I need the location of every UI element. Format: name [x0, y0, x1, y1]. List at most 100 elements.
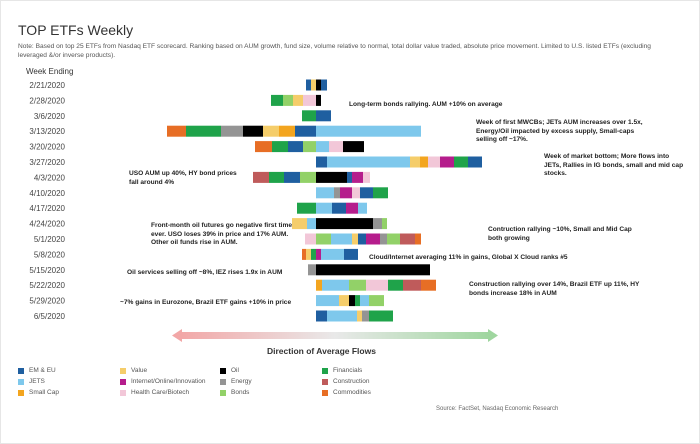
bar-segment-bonds: [283, 94, 293, 106]
legend-item-emeu: EM & EU: [18, 367, 56, 374]
bar-segment-jets: [321, 248, 344, 260]
legend-item-construction: Construction: [322, 378, 370, 385]
legend-item-internet: Internet/Online/Innovation: [120, 378, 205, 385]
legend-label: Oil: [231, 367, 239, 374]
legend-swatch: [18, 367, 24, 374]
bar-segment-financials: [271, 94, 283, 106]
flow-arrow-bar: [180, 332, 490, 339]
bar-segment-jets: [331, 233, 352, 245]
bar-segment-emeu: [316, 156, 327, 168]
bar-segment-jets: [322, 279, 349, 291]
legend-label: Internet/Online/Innovation: [131, 378, 206, 385]
bar-segment-oil: [316, 171, 347, 183]
bar-segment-internet: [316, 248, 321, 260]
bar-segment-internet: [340, 187, 352, 199]
legend-item-health: Health Care/Biotech: [120, 389, 189, 396]
legend-swatch: [120, 378, 126, 385]
legend-swatch: [220, 367, 226, 374]
bar-segment-jets: [316, 202, 332, 214]
bar-segment-oil: [316, 264, 430, 276]
legend-item-smallcap: Small Cap: [18, 389, 59, 396]
legend-item-jets: JETS: [18, 378, 45, 385]
bar-segment-construction: [400, 233, 415, 245]
bar-segment-bonds: [303, 141, 316, 153]
bar-segment-energy: [308, 264, 316, 276]
bar-segment-energy: [334, 187, 340, 199]
bar-segment-bonds: [387, 233, 400, 245]
chart-note: Note: Based on top 25 ETFs from Nasdaq E…: [18, 43, 651, 59]
bar-segment-emeu: [295, 125, 316, 137]
legend-swatch: [18, 378, 24, 385]
bar-segment-health: [329, 141, 343, 153]
bar-segment-value: [306, 248, 311, 260]
bar-segment-construction: [253, 171, 269, 183]
bar-segment-bonds: [316, 233, 331, 245]
bar-segment-financials: [272, 141, 288, 153]
week-tick-label: 5/1/2020: [34, 235, 66, 244]
legend-swatch: [120, 367, 126, 374]
annotation-oil-futures: Front-month oil futures go negative firs…: [151, 222, 293, 247]
bar-segment-value: [263, 125, 279, 137]
bar-segment-financials: [388, 279, 403, 291]
legend-item-financials: Financials: [322, 367, 362, 374]
bar-segment-financials: [454, 156, 468, 168]
bar-segment-oil: [349, 295, 355, 307]
week-tick-label: 2/21/2020: [29, 81, 65, 90]
bar-segment-value: [410, 156, 420, 168]
week-tick-label: 3/13/2020: [29, 127, 65, 136]
bar-segment-jets: [316, 141, 329, 153]
week-tick-label: 5/29/2020: [29, 297, 65, 306]
legend-item-energy: Energy: [220, 378, 252, 385]
bar-segment-emeu: [358, 233, 366, 245]
bar-segment-emeu: [347, 171, 352, 183]
legend-label: Bonds: [231, 389, 250, 396]
bar-segment-value: [339, 295, 349, 307]
annotation-eurozone-brazil: ~7% gains in Eurozone, Brazil ETF gains …: [120, 299, 292, 306]
legend-label: Financials: [333, 367, 363, 374]
bar-segment-smallcap: [420, 156, 428, 168]
bar-segment-health: [366, 279, 388, 291]
bar-segment-emeu: [284, 171, 300, 183]
bar-segment-internet: [352, 171, 363, 183]
legend-swatch: [120, 389, 126, 396]
legend-item-commodities: Commodities: [322, 389, 371, 396]
bar-segment-health: [305, 233, 316, 245]
bar-segment-health: [303, 94, 316, 106]
bar-segment-smallcap: [279, 125, 295, 137]
bar-segment-internet: [346, 202, 358, 214]
bar-segment-commodities: [255, 141, 272, 153]
legend-label: EM & EU: [29, 367, 56, 374]
bar-segment-emeu: [288, 141, 303, 153]
legend-label: Commodities: [333, 389, 371, 396]
bar-segment-bonds: [349, 279, 366, 291]
bar-segment-financials: [302, 110, 316, 122]
bar-segment-energy: [380, 233, 387, 245]
bar-segment-health: [428, 156, 440, 168]
bar-segment-emeu: [316, 310, 327, 322]
annotation-long-term-bonds: Long-term bonds rallying. AUM +10% on av…: [349, 101, 503, 108]
legend-item-oil: Oil: [220, 367, 239, 374]
bar-segment-construction: [403, 279, 421, 291]
legend-label: Value: [131, 367, 148, 374]
bar-segment-emeu: [332, 202, 346, 214]
bar-segment-jets: [316, 125, 421, 137]
bar-segment-bonds: [300, 171, 316, 183]
bar-segment-bonds: [369, 295, 384, 307]
bar-segment-financials: [355, 295, 360, 307]
week-tick-label: 2/28/2020: [29, 96, 65, 105]
bar-segment-oil: [316, 94, 321, 106]
bar-segment-financials: [369, 310, 393, 322]
week-tick-label: 3/27/2020: [29, 158, 65, 167]
legend-swatch: [220, 378, 226, 385]
bar-segment-energy: [221, 125, 243, 137]
bar-segment-oil: [243, 125, 263, 137]
legend-swatch: [220, 389, 226, 396]
legend-label: Construction: [333, 378, 370, 385]
week-tick-label: 4/10/2020: [29, 189, 65, 198]
bar-segment-emeu: [316, 110, 331, 122]
bar-segment-commodities: [167, 125, 186, 137]
annotation-oil-services: Oil services selling off ~8%, IEZ rises …: [127, 269, 283, 276]
legend-swatch: [322, 367, 328, 374]
bar-segment-financials: [297, 202, 316, 214]
